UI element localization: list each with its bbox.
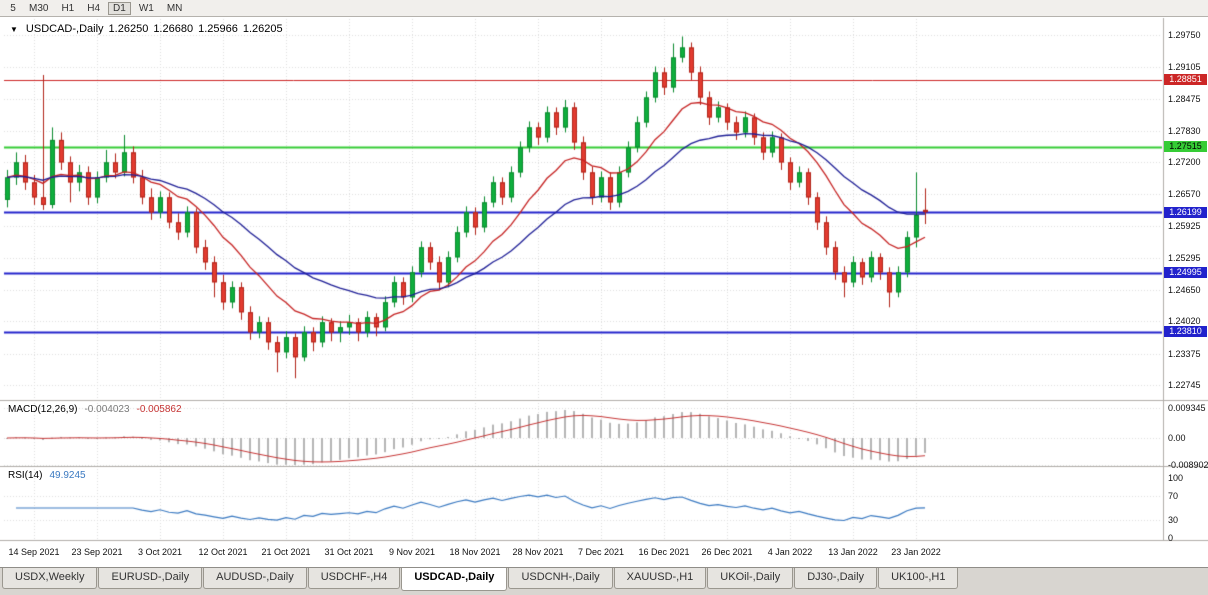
price-axis[interactable]: 1.29750 1.29105 1.28475 1.27830 1.27200 1.265… (1164, 18, 1208, 543)
chart-tab-eurusd-daily[interactable]: EURUSD-,Daily (98, 568, 203, 589)
price-tick-label: 1.24650 (1168, 284, 1201, 295)
macd-signal-value: -0.005862 (136, 404, 182, 415)
date-tick-label: 3 Oct 2021 (137, 547, 183, 557)
date-tick-label: 13 Jan 2022 (828, 547, 878, 557)
chart-tab-ukoil-daily[interactable]: UKOil-,Daily (707, 568, 794, 589)
chart-tab-audusd-daily[interactable]: AUDUSD-,Daily (203, 568, 307, 589)
timeframe-button-m30[interactable]: M30 (29, 2, 49, 14)
macd-scale-label: 0.00 (1168, 433, 1186, 443)
date-tick-label: 12 Oct 2021 (198, 547, 248, 557)
rsi-indicator-label: RSI(14) 49.9245 (8, 470, 86, 481)
timeframe-button-h1[interactable]: H1 (61, 2, 75, 14)
macd-indicator-label: MACD(12,26,9) -0.004023 -0.005862 (8, 404, 182, 415)
chart-tab-usdcnh-daily[interactable]: USDCNH-,Daily (508, 568, 613, 589)
date-tick-label: 18 Nov 2021 (449, 547, 501, 557)
price-tick-label: 1.22745 (1168, 380, 1201, 390)
date-tick-label: 28 Nov 2021 (512, 547, 564, 557)
macd-name: MACD(12,26,9) (8, 404, 78, 415)
price-level-badge: 1.28851 (1164, 74, 1207, 86)
timeframe-button-w1[interactable]: W1 (138, 2, 154, 14)
chart-tab-xauusd-h1[interactable]: XAUUSD-,H1 (613, 568, 707, 589)
rsi-value: 49.9245 (49, 470, 86, 481)
price-tick-label: 1.29105 (1168, 62, 1201, 73)
timeframe-button-mn[interactable]: MN (166, 2, 183, 14)
chart-high: 1.26680 (153, 23, 194, 35)
rsi-name: RSI(14) (8, 470, 43, 481)
date-tick-label: 14 Sep 2021 (8, 547, 60, 557)
date-axis[interactable]: 14 Sep 2021 23 Sep 2021 3 Oct 2021 12 Oct 2… (0, 541, 1164, 566)
chart-tab-bar: USDX,Weekly EURUSD-,Daily AUDUSD-,Daily USD… (0, 567, 1208, 595)
price-tick-label: 1.25295 (1168, 252, 1201, 263)
price-tick-label: 1.27200 (1168, 157, 1201, 168)
chart-ohlc-title: ▼ USDCAD-,Daily 1.26250 1.26680 1.25966 1.262… (10, 23, 283, 35)
rsi-scale-label: 30 (1168, 515, 1179, 525)
chevron-down-icon[interactable]: ▼ (10, 25, 18, 34)
macd-main-value: -0.004023 (84, 404, 130, 415)
price-tick-label: 1.29750 (1168, 30, 1201, 40)
price-tick-label: 1.27830 (1168, 125, 1201, 136)
date-tick-label: 7 Dec 2021 (577, 547, 625, 557)
price-level-badge: 1.26199 (1164, 206, 1207, 218)
chart-tab-dj30-daily[interactable]: DJ30-,Daily (794, 568, 878, 589)
timeframe-button-d1[interactable]: D1 (108, 1, 131, 15)
chart-open: 1.26250 (108, 23, 149, 35)
date-tick-label: 16 Dec 2021 (638, 547, 690, 557)
rsi-scale-label: 0 (1168, 533, 1174, 543)
chart-tab-uk100-h1[interactable]: UK100-,H1 (878, 568, 959, 589)
date-tick-label: 26 Dec 2021 (701, 547, 753, 557)
chart-tab-usdcad-daily[interactable]: USDCAD-,Daily (401, 568, 508, 591)
date-tick-label: 23 Sep 2021 (71, 547, 123, 557)
macd-scale-label: 0.009345 (1168, 403, 1206, 413)
date-tick-label: 9 Nov 2021 (388, 547, 436, 557)
price-level-badge: 1.27515 (1164, 141, 1207, 153)
chart-low: 1.25966 (198, 23, 238, 35)
price-tick-label: 1.26570 (1168, 188, 1201, 199)
date-tick-label: 31 Oct 2021 (324, 547, 374, 557)
timeframe-button-h4[interactable]: H4 (87, 2, 101, 14)
price-tick-label: 1.28475 (1168, 93, 1201, 104)
chart-tab-usdx-weekly[interactable]: USDX,Weekly (2, 568, 98, 589)
price-tick-label: 1.25925 (1168, 221, 1201, 232)
timeframe-toolbar: 5 M30 H1 H4 D1 W1 MN (0, 0, 1208, 17)
date-tick-label: 21 Oct 2021 (261, 547, 311, 557)
price-tick-label: 1.24020 (1168, 316, 1201, 327)
price-tick-label: 1.23375 (1168, 348, 1201, 359)
chart-tab-usdchf-h4[interactable]: USDCHF-,H4 (307, 568, 401, 589)
price-level-badge: 1.24995 (1164, 267, 1207, 279)
rsi-scale-label: 70 (1168, 491, 1179, 501)
price-level-badge: 1.23810 (1164, 326, 1207, 338)
timeframe-button-5[interactable]: 5 (10, 2, 16, 14)
chart-symbol: USDCAD-,Daily (25, 23, 104, 35)
date-tick-label: 23 Jan 2022 (891, 547, 941, 557)
chart-close: 1.26205 (242, 23, 283, 35)
date-tick-label: 4 Jan 2022 (767, 547, 813, 557)
macd-scale-label: -0.008902 (1168, 460, 1208, 470)
rsi-scale-label: 100 (1168, 473, 1184, 483)
